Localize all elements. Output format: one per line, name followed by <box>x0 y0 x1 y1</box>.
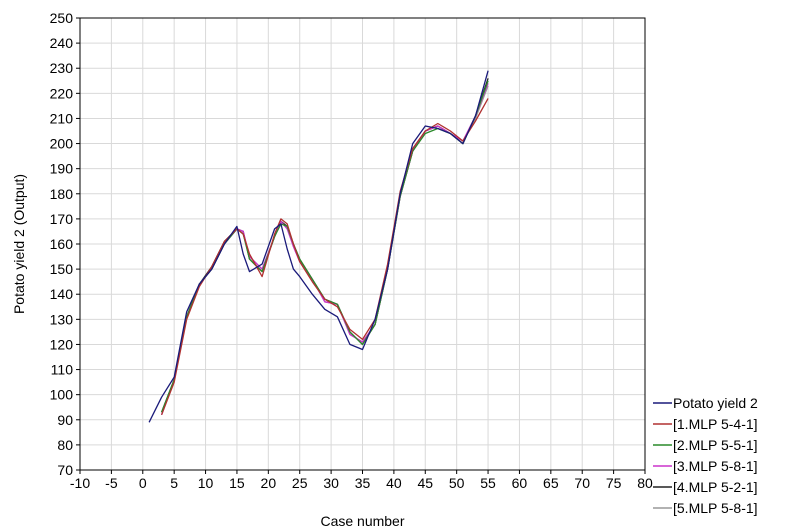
y-tick-label: 140 <box>50 286 74 302</box>
series-line <box>160 85 489 416</box>
y-tick-label: 70 <box>57 462 73 478</box>
x-tick-label: 10 <box>198 475 214 491</box>
legend-label: [5.MLP 5-8-1] <box>673 500 758 516</box>
x-tick-label: 65 <box>543 475 559 491</box>
x-tick-label: 55 <box>480 475 496 491</box>
y-tick-label: 190 <box>50 161 74 177</box>
x-tick-label: 70 <box>574 475 590 491</box>
y-tick-label: 240 <box>50 35 74 51</box>
x-axis-title: Case number <box>320 513 404 529</box>
legend-label: [3.MLP 5-8-1] <box>673 458 758 474</box>
x-tick-label: 30 <box>323 475 339 491</box>
x-tick-label: 20 <box>261 475 277 491</box>
x-tick-label: 15 <box>229 475 245 491</box>
y-tick-label: 130 <box>50 311 74 327</box>
x-tick-label: -10 <box>70 475 90 491</box>
y-tick-label: 170 <box>50 211 74 227</box>
series-line <box>160 83 489 416</box>
series-line <box>160 98 489 416</box>
axis-ticks: -10 -5 0 5 10 15 20 25 30 35 40 45 50 55 60 65 70 75 80 70 8… <box>50 10 653 491</box>
x-tick-label: 75 <box>606 475 622 491</box>
legend-label: [2.MLP 5-5-1] <box>673 437 758 453</box>
y-tick-label: 150 <box>50 261 74 277</box>
series-lines <box>148 70 489 423</box>
series-line <box>148 70 489 423</box>
y-tick-label: 120 <box>50 336 74 352</box>
x-tick-label: 50 <box>449 475 465 491</box>
y-tick-label: 110 <box>51 362 74 378</box>
y-tick-label: 220 <box>50 85 74 101</box>
x-tick-label: 80 <box>637 475 653 491</box>
x-tick-label: 35 <box>355 475 371 491</box>
legend: Potato yield 2 [1.MLP 5-4-1] [2.MLP 5-5-1]… <box>653 395 758 516</box>
x-tick-label: 40 <box>386 475 402 491</box>
y-tick-label: 80 <box>57 437 73 453</box>
x-tick-label: 5 <box>170 475 178 491</box>
x-tick-label: -5 <box>105 475 118 491</box>
series-line <box>160 80 489 413</box>
y-axis-title: Potato yield 2 (Output) <box>11 174 27 314</box>
y-tick-label: 200 <box>50 136 74 152</box>
legend-label: [1.MLP 5-4-1] <box>673 416 758 432</box>
y-tick-label: 180 <box>50 186 74 202</box>
x-tick-label: 25 <box>292 475 308 491</box>
y-tick-label: 210 <box>50 110 74 126</box>
y-tick-label: 230 <box>50 60 74 76</box>
y-tick-label: 100 <box>50 387 74 403</box>
y-tick-label: 90 <box>57 412 73 428</box>
grid-lines <box>79 17 646 471</box>
x-tick-label: 60 <box>512 475 528 491</box>
legend-label: Potato yield 2 <box>673 395 758 411</box>
legend-label: [4.MLP 5-2-1] <box>673 479 758 495</box>
x-tick-label: 0 <box>139 475 147 491</box>
x-tick-label: 45 <box>417 475 433 491</box>
y-tick-label: 160 <box>50 236 74 252</box>
y-tick-label: 250 <box>50 10 74 26</box>
